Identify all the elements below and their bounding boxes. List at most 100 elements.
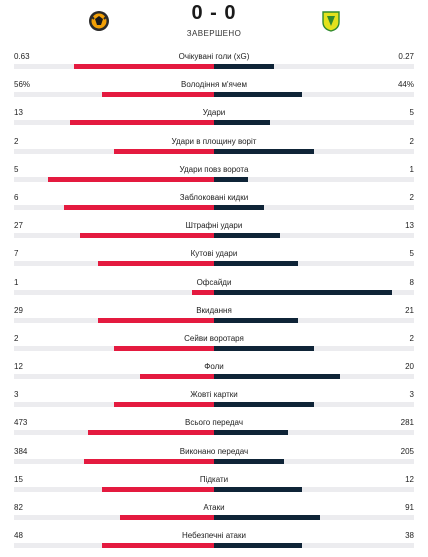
stat-away-track: [214, 176, 414, 182]
stat-away-bar: [214, 261, 298, 267]
stat-away-value: 13: [405, 221, 414, 231]
stat-row: 29 Вкидання 21: [0, 304, 428, 332]
stat-label: Вкидання: [196, 305, 232, 315]
stat-away-value: 8: [409, 277, 414, 287]
stat-away-value: 3: [409, 390, 414, 400]
stat-away-track: [214, 374, 414, 380]
stat-away-bar: [214, 176, 248, 182]
stat-home-bar: [140, 374, 214, 380]
stat-home-track: [14, 430, 214, 436]
stat-row: 1 Офсайди 8: [0, 276, 428, 304]
stat-row: 82 Атаки 91: [0, 501, 428, 529]
stat-row: 0.63 Очікувані голи (xG) 0.27: [0, 50, 428, 78]
stat-label: Кутові удари: [190, 249, 238, 259]
stat-away-track: [214, 92, 414, 98]
stat-away-value: 12: [405, 474, 414, 484]
stat-label: Володіння м'ячем: [181, 80, 247, 90]
stat-away-bar: [214, 148, 314, 154]
stat-label: Удари: [202, 108, 226, 118]
stat-away-value: 1: [409, 164, 414, 174]
stat-home-value: 1: [14, 277, 19, 287]
stat-away-track: [214, 458, 414, 464]
stat-home-value: 82: [14, 503, 23, 512]
stat-away-bar: [214, 92, 302, 98]
stat-away-track: [214, 120, 414, 126]
stat-away-value: 91: [405, 503, 414, 512]
stat-home-track: [14, 402, 214, 408]
stat-home-value: 2: [14, 333, 19, 343]
stat-row: 7 Кутові удари 5: [0, 247, 428, 275]
stat-label: Фоли: [204, 362, 224, 372]
stat-row: 56% Володіння м'ячем 44%: [0, 78, 428, 106]
stat-away-value: 21: [405, 305, 414, 315]
stat-away-value: 2: [409, 136, 414, 146]
stat-home-value: 12: [14, 362, 23, 372]
stat-home-value: 5: [14, 164, 19, 174]
stat-row: 5 Удари повз ворота 1: [0, 163, 428, 191]
stat-away-bar: [214, 486, 302, 492]
stat-home-track: [14, 289, 214, 295]
stat-home-value: 384: [14, 446, 28, 456]
stat-home-bar: [114, 345, 214, 351]
stat-away-value: 44%: [397, 80, 414, 90]
stat-home-bar: [88, 430, 214, 436]
stat-away-track: [214, 64, 414, 69]
stat-home-track: [14, 486, 214, 492]
stat-away-bar: [214, 345, 314, 351]
stat-home-track: [14, 120, 214, 126]
stat-home-value: 3: [14, 390, 19, 400]
stat-away-value: 205: [400, 446, 414, 456]
stat-label: Атаки: [203, 503, 225, 512]
stat-away-track: [214, 317, 414, 323]
stat-home-value: 13: [14, 108, 23, 118]
stat-home-bar: [64, 204, 214, 210]
stat-home-track: [14, 148, 214, 154]
stat-label: Очікувані голи (xG): [178, 52, 250, 61]
stat-away-bar: [214, 374, 340, 380]
stat-label: Виконано передач: [179, 446, 249, 456]
stat-home-bar: [114, 402, 214, 408]
match-status: ЗАВЕРШЕНО: [186, 29, 242, 38]
stat-away-value: 2: [409, 192, 414, 202]
stat-away-bar: [214, 289, 392, 295]
stat-row: 6 Заблоковані кидки 2: [0, 191, 428, 219]
stat-away-bar: [214, 233, 280, 239]
stat-home-bar: [120, 515, 214, 520]
stat-home-value: 7: [14, 249, 19, 259]
stat-home-bar: [74, 64, 214, 69]
stat-away-value: 38: [405, 531, 414, 541]
stat-away-value: 0.27: [398, 52, 414, 61]
stat-home-bar: [80, 233, 214, 239]
stat-home-track: [14, 92, 214, 98]
stat-label: Всього передач: [185, 418, 243, 428]
stat-home-value: 473: [14, 418, 28, 428]
stat-label: Удари в площину воріт: [171, 136, 257, 146]
stat-home-track: [14, 176, 214, 182]
stat-home-track: [14, 515, 214, 520]
stat-row: 13 Удари 5: [0, 106, 428, 134]
stat-home-bar: [114, 148, 214, 154]
stat-away-value: 281: [400, 418, 414, 428]
stat-home-bar: [102, 486, 214, 492]
stat-home-track: [14, 64, 214, 69]
stat-away-value: 2: [409, 333, 414, 343]
stat-home-track: [14, 317, 214, 323]
stat-row: 2 Удари в площину воріт 2: [0, 135, 428, 163]
stat-away-value: 5: [409, 108, 414, 118]
stat-away-bar: [214, 317, 298, 323]
stat-away-bar: [214, 64, 274, 69]
stats-list: 0.63 Очікувані голи (xG) 0.27 56% Володіння …: [0, 50, 428, 557]
stat-away-track: [214, 204, 414, 210]
stat-row: 473 Всього передач 281: [0, 416, 428, 444]
stat-away-track: [214, 289, 414, 295]
stat-row: 2 Сейви воротаря 2: [0, 332, 428, 360]
stat-home-track: [14, 233, 214, 239]
home-team-crest-icon[interactable]: [88, 10, 110, 32]
stat-label: Жовті картки: [190, 390, 238, 400]
stat-away-bar: [214, 543, 302, 549]
stat-away-track: [214, 402, 414, 408]
stat-away-track: [214, 261, 414, 267]
stat-home-bar: [192, 289, 214, 295]
away-team-crest-icon[interactable]: [320, 10, 342, 32]
stat-away-bar: [214, 458, 284, 464]
